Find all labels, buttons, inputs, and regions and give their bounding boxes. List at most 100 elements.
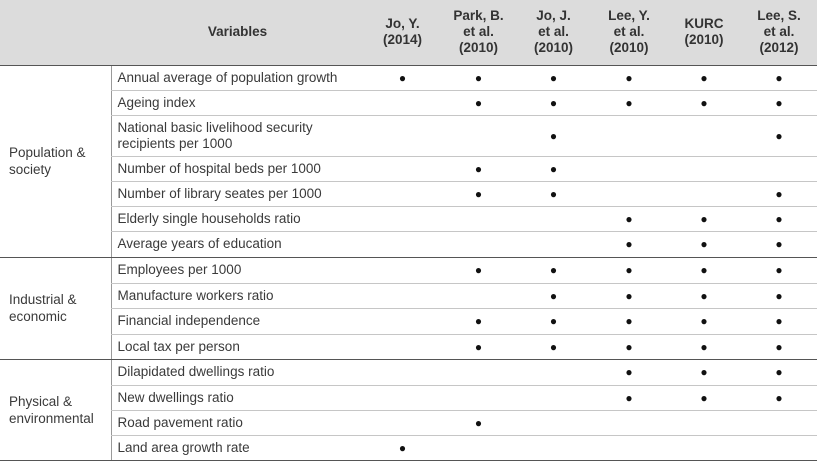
table-row: Manufacture workers ratio ● ● ● ● [0,283,817,309]
header-group-blank [0,0,111,66]
included-mark-icon: ● [667,206,741,232]
header-study-jo-y-2014: Jo, Y. (2014) [364,0,441,66]
table-row: Financial independence ● ● ● ● ● [0,308,817,335]
empty-cell [364,410,441,436]
included-mark-icon: ● [667,90,741,116]
empty-cell [516,359,591,386]
included-mark-icon: ● [591,308,667,335]
empty-cell [667,410,741,436]
empty-cell [441,115,516,157]
header-study-kurc-2010: KURC (2010) [667,0,741,66]
header-study-park-b-2010: Park, B. et al. (2010) [441,0,516,66]
table-row: Average years of education ● ● ● [0,231,817,258]
empty-cell [364,231,441,258]
variable-name: Number of hospital beds per 1000 [110,156,364,182]
included-mark-icon: ● [364,435,441,461]
empty-cell [591,435,667,461]
included-mark-icon: ● [741,65,817,91]
empty-cell [441,231,516,258]
included-mark-icon: ● [441,410,516,436]
included-mark-icon: ● [591,283,667,309]
included-mark-icon: ● [516,181,591,207]
header-variables: Variables [111,0,364,66]
empty-cell [364,90,441,116]
included-mark-icon: ● [516,115,591,157]
variable-name: Road pavement ratio [110,410,364,436]
included-mark-icon: ● [516,334,591,360]
table-row: New dwellings ratio ● ● ● [0,385,817,411]
header-study-lee-y-2010: Lee, Y. et al. (2010) [591,0,667,66]
included-mark-icon: ● [516,156,591,182]
included-mark-icon: ● [667,65,741,91]
included-mark-icon: ● [741,359,817,386]
included-mark-icon: ● [667,359,741,386]
variable-name: Annual average of population growth [110,65,364,91]
empty-cell [364,283,441,309]
included-mark-icon: ● [591,65,667,91]
empty-cell [667,115,741,157]
group-label: Industrial & economic [0,257,111,360]
table-row: National basic livelihood security recip… [0,115,817,157]
empty-cell [441,283,516,309]
variable-name: Financial independence [110,308,364,335]
empty-cell [667,156,741,182]
included-mark-icon: ● [741,231,817,258]
empty-cell [364,206,441,232]
included-mark-icon: ● [741,257,817,284]
included-mark-icon: ● [441,65,516,91]
empty-cell [741,435,817,461]
empty-cell [364,334,441,360]
header-row: Variables Jo, Y. (2014) Park, B. et al. … [0,0,817,66]
variable-name: Local tax per person [110,334,364,360]
empty-cell [516,385,591,411]
variable-name: Elderly single households ratio [110,206,364,232]
empty-cell [364,181,441,207]
included-mark-icon: ● [591,359,667,386]
empty-cell [516,231,591,258]
empty-cell [364,385,441,411]
table-row: Population & society Annual average of po… [0,65,817,258]
empty-cell [516,410,591,436]
included-mark-icon: ● [667,231,741,258]
variable-name: Ageing index [110,90,364,116]
included-mark-icon: ● [441,90,516,116]
empty-cell [591,156,667,182]
empty-cell [516,435,591,461]
included-mark-icon: ● [441,334,516,360]
group-label: Population & society [0,65,111,258]
variable-name: Average years of education [110,231,364,258]
included-mark-icon: ● [741,206,817,232]
table-body: Population & society Annual average of po… [0,65,817,461]
header-study-lee-s-2012: Lee, S. et al. (2012) [741,0,817,66]
included-mark-icon: ● [364,65,441,91]
included-mark-icon: ● [591,385,667,411]
variable-name: Manufacture workers ratio [110,283,364,309]
empty-cell [591,410,667,436]
included-mark-icon: ● [591,90,667,116]
included-mark-icon: ● [441,257,516,284]
included-mark-icon: ● [516,65,591,91]
table-row: Physical & environmental Dilapidated dwel… [0,359,817,461]
included-mark-icon: ● [667,385,741,411]
table-row: Elderly single households ratio ● ● ● [0,206,817,232]
empty-cell [591,181,667,207]
included-mark-icon: ● [741,115,817,157]
variable-name: Dilapidated dwellings ratio [110,359,364,386]
included-mark-icon: ● [591,334,667,360]
table-row: Road pavement ratio ● [0,410,817,436]
empty-cell [516,206,591,232]
empty-cell [364,308,441,335]
included-mark-icon: ● [667,283,741,309]
empty-cell [591,115,667,157]
included-mark-icon: ● [591,206,667,232]
included-mark-icon: ● [516,90,591,116]
included-mark-icon: ● [667,257,741,284]
included-mark-icon: ● [516,283,591,309]
table-row: Ageing index ● ● ● ● ● [0,90,817,116]
empty-cell [441,385,516,411]
included-mark-icon: ● [441,156,516,182]
table-row: Industrial & economic Employees per 1000 ●… [0,257,817,360]
table-row: Number of hospital beds per 1000 ● ● [0,156,817,182]
table-row: Local tax per person ● ● ● ● ● [0,334,817,360]
